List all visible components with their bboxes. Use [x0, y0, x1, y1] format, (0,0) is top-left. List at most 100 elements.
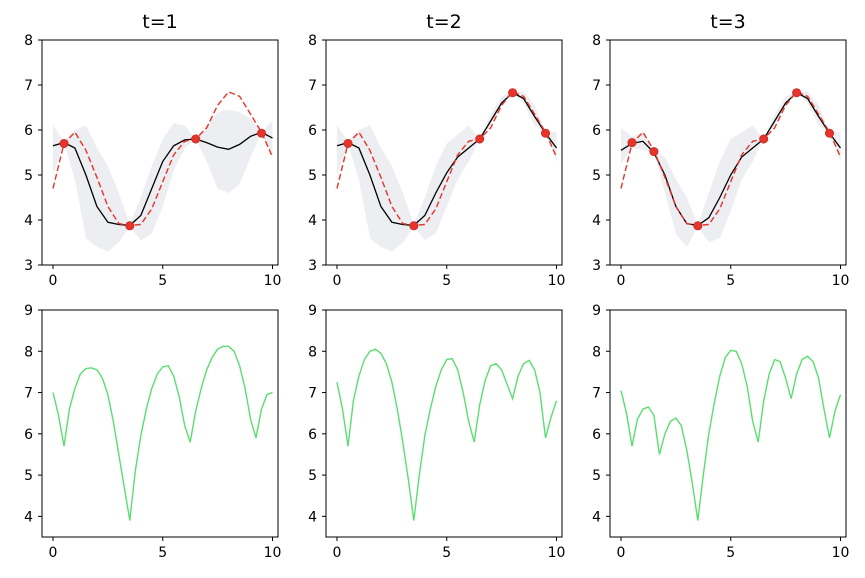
x-tick-label: 10 — [832, 545, 850, 561]
y-tick-label: 6 — [592, 123, 601, 139]
x-tick-label: 10 — [264, 273, 282, 289]
observation-point — [627, 138, 637, 148]
y-tick-label: 7 — [592, 386, 601, 402]
x-tick-label: 0 — [333, 545, 342, 561]
mean-line — [336, 91, 558, 227]
plot-area — [336, 88, 558, 252]
axes-frame — [41, 309, 279, 538]
x-tick-label: 0 — [49, 273, 58, 289]
axes-frame — [609, 309, 847, 538]
observation-point — [409, 221, 419, 231]
y-tick-label: 5 — [592, 168, 601, 184]
y-tick-label: 5 — [592, 468, 601, 484]
y-tick-label: 4 — [24, 213, 33, 229]
acquisition-line — [52, 345, 273, 521]
y-tick-label: 8 — [592, 344, 601, 360]
y-tick-label: 4 — [308, 509, 317, 525]
y-tick-label: 9 — [24, 303, 33, 319]
y-tick-label: 5 — [24, 468, 33, 484]
x-tick-label: 10 — [548, 545, 566, 561]
y-tick-label: 9 — [308, 303, 317, 319]
x-tick-label: 0 — [49, 545, 58, 561]
y-tick-label: 7 — [592, 78, 601, 94]
y-tick-label: 4 — [24, 509, 33, 525]
confidence-band — [621, 91, 841, 247]
y-tick-label: 8 — [308, 344, 317, 360]
x-tick-label: 0 — [617, 273, 626, 289]
x-tick-label: 0 — [333, 273, 342, 289]
y-tick-label: 7 — [24, 78, 33, 94]
x-tick-label: 5 — [158, 273, 167, 289]
y-tick-label: 3 — [592, 258, 601, 274]
panel-title: t=3 — [710, 11, 745, 33]
true-function-line — [52, 90, 274, 227]
y-tick-label: 7 — [308, 78, 317, 94]
axes-frame — [41, 39, 279, 266]
x-tick-label: 0 — [617, 545, 626, 561]
y-tick-label: 5 — [24, 168, 33, 184]
observation-point — [540, 128, 550, 138]
observation-point — [824, 128, 834, 138]
panel-t2-acquisition: 0 5 10 4 5 6 7 8 9 — [308, 303, 565, 561]
panel-t3-surrogate: 0 5 10 3 4 5 6 7 8 t=3 — [592, 11, 849, 289]
observation-point — [759, 134, 769, 144]
acquisition-line — [620, 349, 842, 521]
y-tick-label: 5 — [308, 468, 317, 484]
x-tick-label: 10 — [832, 273, 850, 289]
observation-point — [125, 221, 135, 231]
x-tick-label: 10 — [264, 545, 282, 561]
panel-t1-acquisition: 0 5 10 4 5 6 7 8 9 — [24, 303, 281, 561]
observation-point — [649, 147, 659, 157]
x-tick-label: 10 — [548, 273, 566, 289]
acquisition-line — [336, 348, 558, 521]
observation-point — [59, 139, 69, 149]
plot-area — [620, 88, 842, 247]
y-tick-label: 8 — [308, 33, 317, 49]
x-tick-label: 5 — [726, 273, 735, 289]
y-tick-label: 6 — [24, 427, 33, 443]
y-tick-label: 6 — [308, 123, 317, 139]
panel-title: t=2 — [426, 11, 461, 33]
observation-point — [792, 88, 802, 98]
panel-t3-acquisition: 0 5 10 4 5 6 7 8 9 — [592, 303, 849, 561]
panel-t1-surrogate: 0 5 10 3 4 5 6 7 8 t=1 — [24, 11, 281, 289]
y-tick-label: 7 — [24, 386, 33, 402]
true-function-line — [336, 90, 558, 227]
y-tick-label: 4 — [592, 509, 601, 525]
mean-line — [52, 131, 273, 227]
x-tick-label: 5 — [442, 273, 451, 289]
y-tick-label: 3 — [308, 258, 317, 274]
observation-point — [191, 134, 201, 144]
y-tick-label: 9 — [592, 303, 601, 319]
y-tick-label: 6 — [308, 427, 317, 443]
y-tick-label: 4 — [592, 213, 601, 229]
observation-point — [475, 134, 485, 144]
observation-point — [693, 221, 703, 231]
y-tick-label: 8 — [592, 33, 601, 49]
observation-point — [256, 128, 266, 138]
plot-area — [52, 90, 274, 252]
y-tick-label: 7 — [308, 386, 317, 402]
panel-title: t=1 — [142, 11, 177, 33]
axes-frame — [325, 39, 563, 266]
axes-frame — [609, 39, 847, 266]
axes-frame — [325, 309, 563, 538]
x-tick-label: 5 — [442, 545, 451, 561]
y-tick-label: 8 — [24, 33, 33, 49]
y-tick-label: 6 — [592, 427, 601, 443]
plot-area — [52, 345, 273, 521]
y-tick-label: 3 — [24, 258, 33, 274]
x-tick-label: 5 — [726, 545, 735, 561]
panel-t2-surrogate: 0 5 10 3 4 5 6 7 8 t=2 — [308, 11, 565, 289]
observation-point — [343, 139, 353, 149]
x-tick-label: 5 — [158, 545, 167, 561]
plot-area — [620, 349, 842, 521]
y-tick-label: 6 — [24, 123, 33, 139]
observation-point — [508, 88, 518, 98]
y-tick-label: 5 — [308, 168, 317, 184]
plot-area — [336, 348, 558, 521]
true-function-line — [620, 90, 842, 227]
y-tick-label: 8 — [24, 344, 33, 360]
y-tick-label: 4 — [308, 213, 317, 229]
